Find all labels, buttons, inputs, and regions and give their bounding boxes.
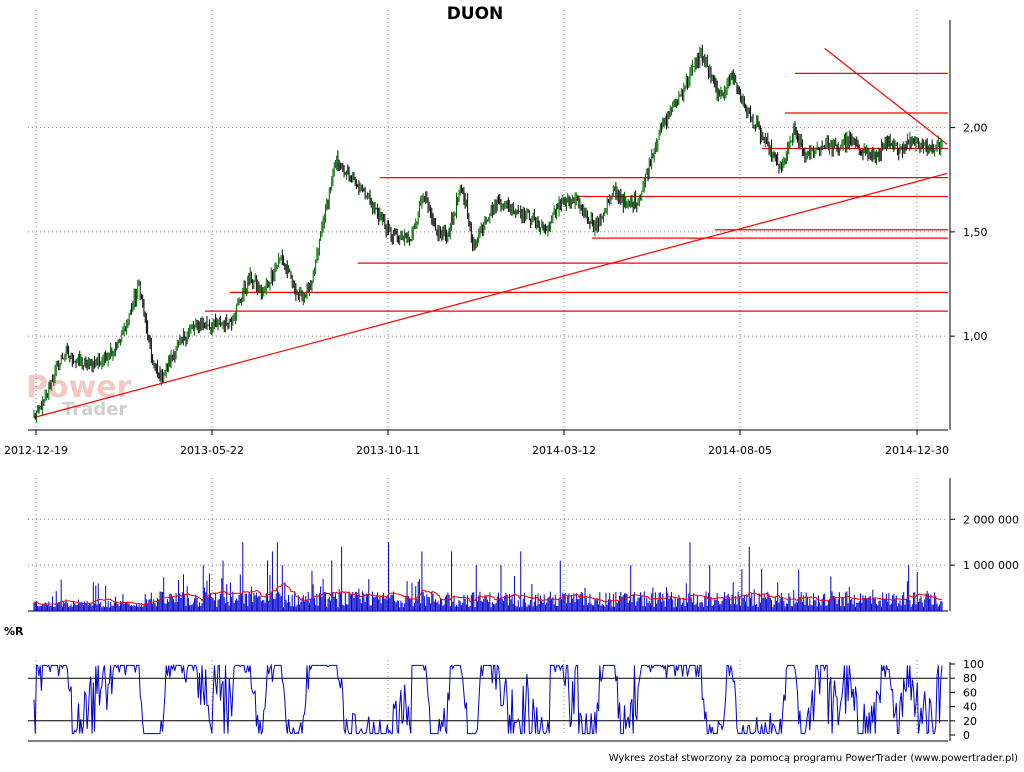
y-tick-label: 2,00 xyxy=(963,122,988,135)
y-tick-label: 1,50 xyxy=(963,226,988,239)
uptrend-line xyxy=(33,172,948,419)
wr-tick-label: 40 xyxy=(963,701,977,714)
footer-credit: Wykres został stworzony za pomocą progra… xyxy=(608,753,1018,764)
wr-tick-label: 100 xyxy=(963,658,984,671)
y-tick-label: 1,00 xyxy=(963,330,988,343)
x-tick-label: 2014-08-05 xyxy=(708,444,772,457)
x-tick-label: 2013-05-22 xyxy=(180,444,244,457)
wr-tick-label: 60 xyxy=(963,686,977,699)
williams-r-line xyxy=(33,663,943,736)
x-tick-label: 2012-12-19 xyxy=(4,444,68,457)
watermark-trader: Trader xyxy=(62,399,127,420)
powertrader-watermark: Power Trader xyxy=(26,370,132,420)
wr-tick-label: 20 xyxy=(963,715,977,728)
price-panel: 2012-12-19 2013-05-22 2013-10-11 2014-03-12… xyxy=(4,10,988,457)
x-tick-label: 2013-10-11 xyxy=(356,444,420,457)
volume-tick-label: 1 000 000 xyxy=(963,559,1019,572)
watermark-power: Power xyxy=(26,370,132,405)
volume-tick-label: 2 000 000 xyxy=(963,513,1019,526)
x-tick-label: 2014-03-12 xyxy=(532,444,596,457)
downtrend-line xyxy=(824,47,948,145)
x-tick-label: 2014-12-30 xyxy=(885,444,949,457)
chart-title: DUON xyxy=(447,4,504,24)
wr-tick-label: 0 xyxy=(963,729,970,742)
volume-panel: 1 000 000 2 000 000 xyxy=(28,478,1019,612)
williams-r-label: %R xyxy=(4,625,24,638)
wr-tick-label: 80 xyxy=(963,672,977,685)
volume-moving-average xyxy=(33,582,943,606)
